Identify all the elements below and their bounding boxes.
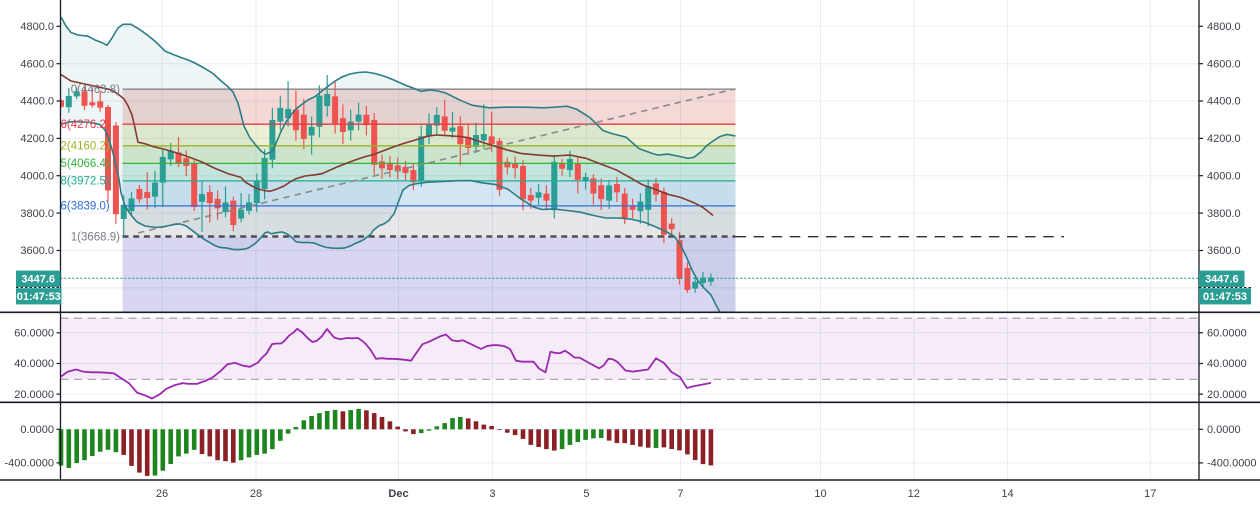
svg-text:3800.0: 3800.0 [1207, 208, 1241, 220]
svg-text:4000.0: 4000.0 [1207, 170, 1241, 182]
svg-text:3600.0: 3600.0 [1207, 245, 1241, 257]
svg-text:0.0000: 0.0000 [20, 424, 54, 436]
svg-text:17: 17 [1144, 488, 1156, 500]
svg-text:4800.0: 4800.0 [1207, 21, 1241, 33]
svg-text:10: 10 [814, 488, 826, 500]
svg-text:40.0000: 40.0000 [1207, 358, 1247, 370]
svg-text:4200.0: 4200.0 [20, 133, 54, 145]
svg-text:14: 14 [1001, 488, 1013, 500]
svg-text:0.0000: 0.0000 [1207, 424, 1241, 436]
svg-text:40.0000: 40.0000 [14, 358, 54, 370]
svg-text:3: 3 [489, 488, 495, 500]
svg-text:4400.0: 4400.0 [20, 96, 54, 108]
svg-text:01:47:53: 01:47:53 [17, 291, 61, 303]
svg-text:4800.0: 4800.0 [20, 21, 54, 33]
svg-text:0(4463.8): 0(4463.8) [71, 84, 120, 96]
svg-text:3447.6: 3447.6 [21, 274, 55, 286]
svg-text:7: 7 [677, 488, 683, 500]
svg-text:4400.0: 4400.0 [1207, 96, 1241, 108]
svg-text:4600.0: 4600.0 [20, 58, 54, 70]
svg-text:2(4160.2): 2(4160.2) [61, 141, 110, 153]
svg-text:20.0000: 20.0000 [1207, 389, 1247, 401]
svg-text:28: 28 [250, 488, 262, 500]
svg-text:26: 26 [156, 488, 168, 500]
svg-text:-400.0000: -400.0000 [4, 458, 54, 470]
svg-text:-400.0000: -400.0000 [1207, 458, 1257, 470]
svg-text:20.0000: 20.0000 [14, 389, 54, 401]
svg-text:4600.0: 4600.0 [1207, 58, 1241, 70]
svg-text:01:47:53: 01:47:53 [1203, 291, 1247, 303]
svg-text:Dec: Dec [388, 488, 408, 500]
svg-text:4000.0: 4000.0 [20, 170, 54, 182]
svg-text:60.0000: 60.0000 [14, 328, 54, 340]
svg-text:8(3972.5): 8(3972.5) [61, 176, 110, 188]
svg-text:12: 12 [908, 488, 920, 500]
svg-text:5(4066.4): 5(4066.4) [61, 158, 110, 170]
svg-text:3600.0: 3600.0 [20, 245, 54, 257]
svg-text:3800.0: 3800.0 [20, 208, 54, 220]
svg-text:6(4276.2): 6(4276.2) [61, 119, 110, 131]
svg-text:60.0000: 60.0000 [1207, 328, 1247, 340]
svg-text:5: 5 [583, 488, 589, 500]
svg-text:3447.6: 3447.6 [1205, 274, 1239, 286]
svg-text:4200.0: 4200.0 [1207, 133, 1241, 145]
svg-text:1(3668.9): 1(3668.9) [71, 232, 120, 244]
svg-text:6(3839.0): 6(3839.0) [61, 201, 110, 213]
